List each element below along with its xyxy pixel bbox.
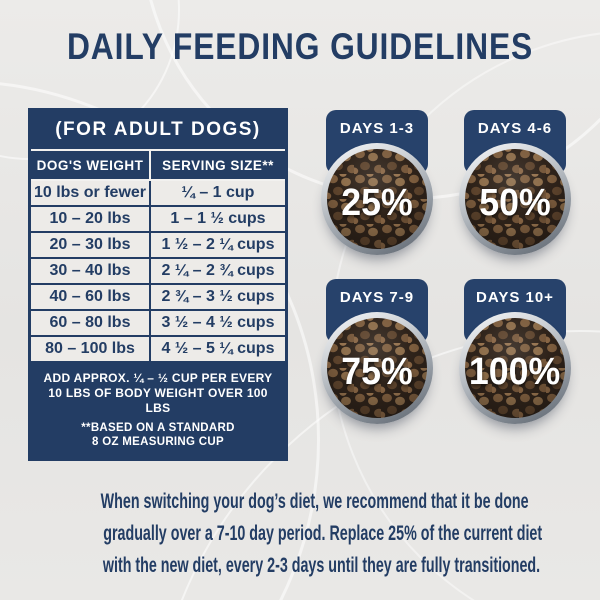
serving-cell: 3 ½ – 4 ½ cups [161, 314, 275, 331]
serving-cell: 2 ¼ – 2 ¾ cups [161, 262, 275, 279]
footnote-line: 10 LBS OF BODY WEIGHT OVER 100 LBS [48, 386, 268, 415]
dog-bowl-photo: 100% [459, 312, 571, 424]
bowl-days-1-3: DAYS 1-3 25% [321, 110, 433, 258]
table-row: 60 – 80 lbs 3 ½ – 4 ½ cups [31, 311, 285, 337]
weight-cell: 80 – 100 lbs [31, 337, 151, 361]
advice-line-2: gradually over a 7-10 day period. Replac… [103, 522, 543, 545]
kibble-texture [327, 149, 427, 249]
serving-cell: 1 – 1 ½ cups [170, 210, 266, 227]
advice-line-1: When switching your dog’s diet, we recom… [100, 490, 529, 513]
bowl-days-7-9: DAYS 7-9 75% [321, 279, 433, 427]
serving-cell: 4 ½ – 5 ¼ cups [161, 340, 275, 357]
kibble-texture [465, 149, 565, 249]
column-header-weight: DOG'S WEIGHT [31, 151, 151, 179]
feeding-table: (FOR ADULT DOGS) DOG'S WEIGHT SERVING SI… [28, 108, 288, 461]
weight-cell: 30 – 40 lbs [31, 259, 151, 283]
dog-bowl-photo: 25% [321, 143, 433, 255]
table-header: (FOR ADULT DOGS) [31, 111, 285, 151]
footnote-line: ADD APPROX. ¼ – ½ CUP PER EVERY [43, 371, 273, 385]
percent-value: 100% [469, 351, 561, 393]
serving-cell: ¼ – 1 cup [181, 184, 255, 201]
bowl-days-10-plus: DAYS 10+ 100% [459, 279, 571, 427]
table-footnotes: ADD APPROX. ¼ – ½ CUP PER EVERY 10 LBS O… [31, 363, 285, 458]
weight-cell: 20 – 30 lbs [31, 233, 151, 257]
table-row: 80 – 100 lbs 4 ½ – 5 ¼ cups [31, 337, 285, 363]
percent-value: 50% [479, 182, 551, 224]
table-row: 30 – 40 lbs 2 ¼ – 2 ¾ cups [31, 259, 285, 285]
bowl-days-4-6: DAYS 4-6 50% [459, 110, 571, 258]
dog-bowl-photo: 50% [459, 143, 571, 255]
dog-bowl-photo: 75% [321, 312, 433, 424]
transition-advice-paragraph: When switching your dog’s diet, we recom… [0, 486, 600, 582]
percent-value: 75% [341, 351, 413, 393]
table-column-headers: DOG'S WEIGHT SERVING SIZE** [31, 151, 285, 181]
footnote-line: **BASED ON A STANDARD [81, 422, 235, 434]
serving-cell: 2 ¾ – 3 ½ cups [161, 288, 275, 305]
footnote-line: 8 OZ MEASURING CUP [92, 436, 224, 448]
weight-cell: 10 – 20 lbs [31, 207, 151, 231]
table-row: 20 – 30 lbs 1 ½ – 2 ¼ cups [31, 233, 285, 259]
advice-line-3: with the new diet, every 2-3 days until … [102, 554, 541, 577]
footnote-measuring-cup: **BASED ON A STANDARD 8 OZ MEASURING CUP [34, 421, 282, 449]
kibble-texture [327, 318, 427, 418]
footnote-over-100lbs: ADD APPROX. ¼ – ½ CUP PER EVERY 10 LBS O… [34, 371, 282, 416]
percent-value: 25% [341, 182, 413, 224]
weight-cell: 10 lbs or fewer [31, 181, 151, 205]
weight-cell: 60 – 80 lbs [31, 311, 151, 335]
table-row: 10 – 20 lbs 1 – 1 ½ cups [31, 207, 285, 233]
serving-cell: 1 ½ – 2 ¼ cups [161, 236, 275, 253]
page-title: DAILY FEEDING GUIDELINES [66, 26, 534, 67]
weight-cell: 40 – 60 lbs [31, 285, 151, 309]
table-row: 10 lbs or fewer ¼ – 1 cup [31, 181, 285, 207]
kibble-texture [465, 318, 565, 418]
column-header-serving: SERVING SIZE** [162, 157, 274, 173]
table-row: 40 – 60 lbs 2 ¾ – 3 ½ cups [31, 285, 285, 311]
